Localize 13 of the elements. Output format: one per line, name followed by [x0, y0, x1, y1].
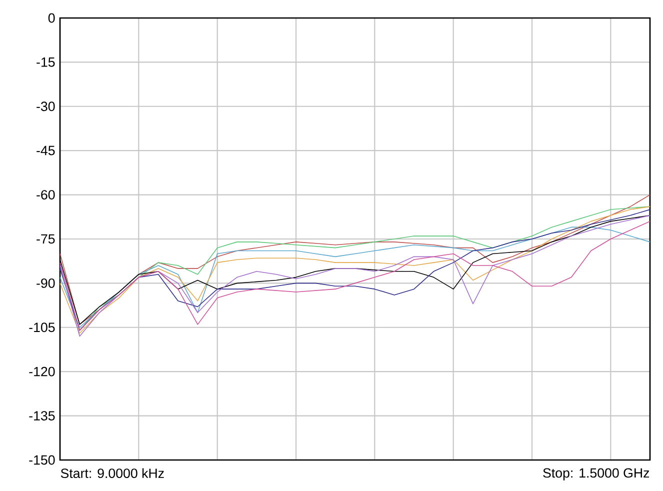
y-tick-label: -15: [36, 58, 55, 67]
y-tick-label: -60: [36, 190, 55, 200]
text: Stop: 1.5000 GHz: [543, 468, 650, 480]
y-tick-label: -105: [29, 322, 55, 332]
y-tick-label: 0: [48, 13, 55, 23]
text: Start: 9.0000 kHz: [60, 468, 164, 478]
y-tick-label: -30: [36, 102, 55, 112]
y-tick-label: -45: [36, 146, 55, 156]
y-tick-label: -75: [36, 234, 55, 244]
y-tick-label: -120: [29, 366, 55, 376]
y-tick-label: -90: [36, 278, 55, 288]
y-tick-label: -150: [29, 455, 55, 465]
y-tick-label: -135: [29, 411, 55, 420]
